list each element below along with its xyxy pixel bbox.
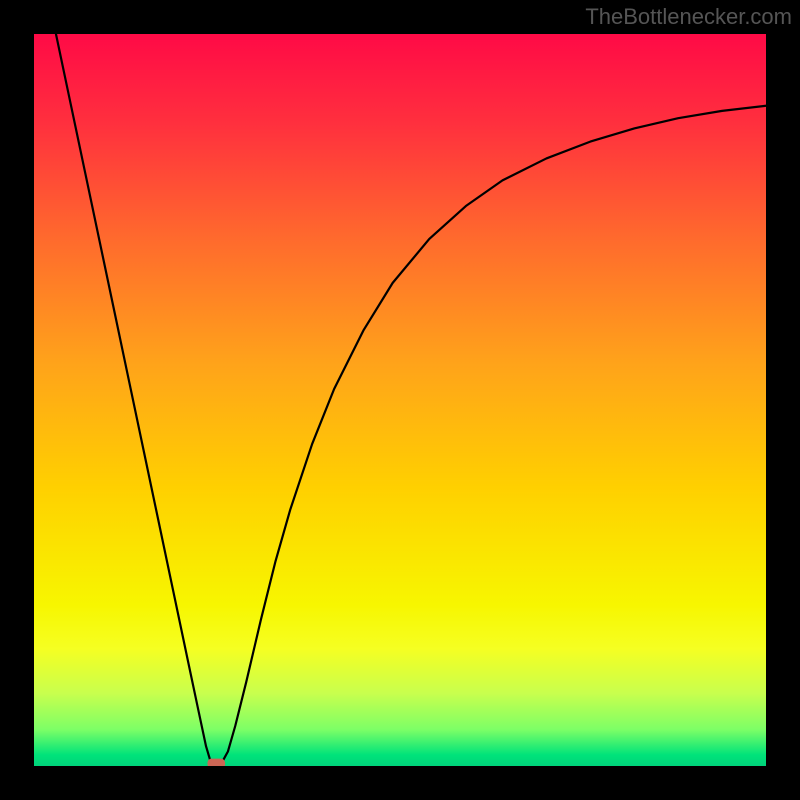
gradient-background — [34, 34, 766, 766]
attribution-label: TheBottlenecker.com — [585, 4, 792, 30]
chart-svg — [34, 34, 766, 766]
chart-frame: TheBottlenecker.com — [0, 0, 800, 800]
plot-area — [34, 34, 766, 766]
optimum-marker — [207, 759, 225, 766]
